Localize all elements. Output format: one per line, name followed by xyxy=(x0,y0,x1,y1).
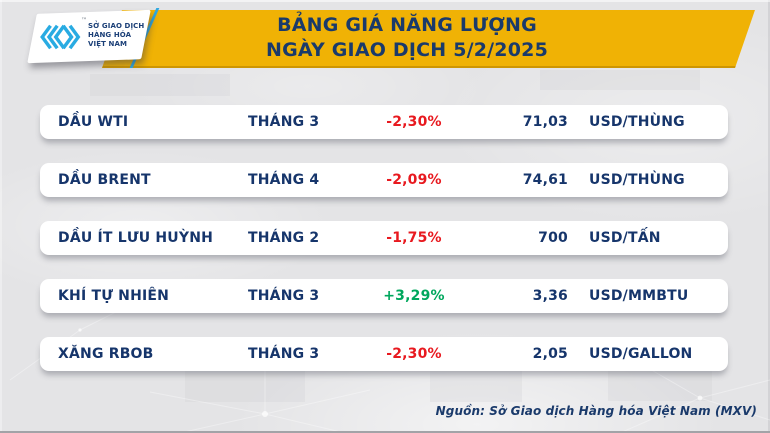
commodity-name: DẦU ÍT LƯU HUỲNH xyxy=(58,230,214,246)
bottom-border xyxy=(0,431,770,433)
change-percent: -1,75% xyxy=(386,230,442,246)
logo-text-line3: VIỆT NAM xyxy=(88,40,128,48)
price-value: 3,36 xyxy=(532,288,568,304)
commodity-name: KHÍ TỰ NHIÊN xyxy=(58,288,170,304)
change-percent: +3,29% xyxy=(383,288,445,304)
logo-text-line2: HÀNG HÓA xyxy=(88,31,132,39)
board-title: BẢNG GIÁ NĂNG LƯỢNG NGÀY GIAO DỊCH 5/2/2… xyxy=(227,13,587,63)
contract-month: THÁNG 3 xyxy=(248,288,320,304)
table-row-dau-wti: DẦU WTI THÁNG 3 -2,30% 71,03 USD/THÙNG xyxy=(40,105,728,139)
price-unit: USD/THÙNG xyxy=(589,114,685,130)
source-attribution: Nguồn: Sở Giao dịch Hàng hóa Việt Nam (M… xyxy=(435,404,757,418)
contract-month: THÁNG 2 xyxy=(248,230,320,246)
board-title-line1: BẢNG GIÁ NĂNG LƯỢNG xyxy=(277,14,537,36)
table-row-dau-brent: DẦU BRENT THÁNG 4 -2,09% 74,61 USD/THÙNG xyxy=(40,163,728,197)
price-value: 700 xyxy=(538,230,568,246)
change-percent: -2,30% xyxy=(386,346,442,362)
table-row-dau-it-luu-huynh: DẦU ÍT LƯU HUỲNH THÁNG 2 -1,75% 700 USD/… xyxy=(40,221,728,255)
commodity-name: DẦU BRENT xyxy=(58,172,151,188)
price-value: 74,61 xyxy=(522,172,568,188)
mxv-chevrons-icon xyxy=(40,24,81,50)
trademark-symbol: ™ xyxy=(81,17,87,24)
price-unit: USD/GALLON xyxy=(589,346,693,362)
table-row-khi-tu-nhien: KHÍ TỰ NHIÊN THÁNG 3 +3,29% 3,36 USD/MMB… xyxy=(40,279,728,313)
change-percent: -2,09% xyxy=(386,172,442,188)
price-unit: USD/MMBTU xyxy=(589,288,689,304)
price-unit: USD/THÙNG xyxy=(589,172,685,188)
table-row-xang-rbob: XĂNG RBOB THÁNG 3 -2,30% 2,05 USD/GALLON xyxy=(40,337,728,371)
contract-month: THÁNG 4 xyxy=(248,172,320,188)
board-title-line2: NGÀY GIAO DỊCH 5/2/2025 xyxy=(266,39,548,61)
price-value: 2,05 xyxy=(532,346,568,362)
price-value: 71,03 xyxy=(522,114,568,130)
logo-text-line1: SỞ GIAO DỊCH xyxy=(88,22,145,30)
change-percent: -2,30% xyxy=(386,114,442,130)
commodity-name: XĂNG RBOB xyxy=(58,346,154,362)
price-unit: USD/TẤN xyxy=(589,230,661,246)
mxv-logo: ™ SỞ GIAO DỊCH HÀNG HÓA VIỆT NAM xyxy=(0,0,170,70)
commodity-name: DẦU WTI xyxy=(58,114,129,130)
contract-month: THÁNG 3 xyxy=(248,346,320,362)
contract-month: THÁNG 3 xyxy=(248,114,320,130)
